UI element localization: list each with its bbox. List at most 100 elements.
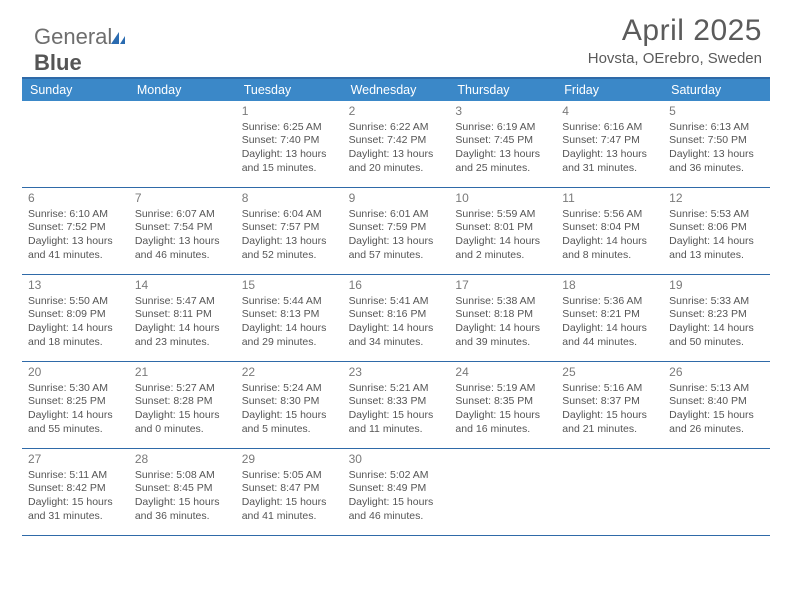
day-number: 22 [242,365,337,381]
calendar-week: 13Sunrise: 5:50 AMSunset: 8:09 PMDayligh… [22,275,770,362]
day-number: 4 [562,104,657,120]
daylight-line: Daylight: 13 hours and 15 minutes. [242,148,337,175]
sunset-line: Sunset: 7:50 PM [669,134,764,148]
daylight-line: Daylight: 15 hours and 0 minutes. [135,409,230,436]
daylight-line: Daylight: 15 hours and 41 minutes. [242,496,337,523]
daylight-line: Daylight: 14 hours and 44 minutes. [562,322,657,349]
calendar-day: 3Sunrise: 6:19 AMSunset: 7:45 PMDaylight… [449,101,556,187]
dayhead-sunday: Sunday [22,79,129,101]
calendar-empty [556,449,663,535]
sunrise-line: Sunrise: 5:59 AM [455,208,550,222]
day-number: 3 [455,104,550,120]
page-subtitle: Hovsta, OErebro, Sweden [22,50,762,67]
sunrise-line: Sunrise: 5:44 AM [242,295,337,309]
sunrise-line: Sunrise: 5:33 AM [669,295,764,309]
sunset-line: Sunset: 7:42 PM [349,134,444,148]
calendar-week: 1Sunrise: 6:25 AMSunset: 7:40 PMDaylight… [22,101,770,188]
day-number: 5 [669,104,764,120]
sunrise-line: Sunrise: 5:08 AM [135,469,230,483]
daylight-line: Daylight: 15 hours and 26 minutes. [669,409,764,436]
calendar-day: 21Sunrise: 5:27 AMSunset: 8:28 PMDayligh… [129,362,236,448]
day-number: 9 [349,191,444,207]
daylight-line: Daylight: 13 hours and 25 minutes. [455,148,550,175]
dayhead-thursday: Thursday [449,79,556,101]
sunset-line: Sunset: 7:54 PM [135,221,230,235]
sunset-line: Sunset: 8:49 PM [349,482,444,496]
day-number: 16 [349,278,444,294]
day-number: 20 [28,365,123,381]
sunrise-line: Sunrise: 5:30 AM [28,382,123,396]
daylight-line: Daylight: 14 hours and 50 minutes. [669,322,764,349]
calendar-day: 11Sunrise: 5:56 AMSunset: 8:04 PMDayligh… [556,188,663,274]
sunrise-line: Sunrise: 5:16 AM [562,382,657,396]
calendar-day: 4Sunrise: 6:16 AMSunset: 7:47 PMDaylight… [556,101,663,187]
day-number: 8 [242,191,337,207]
dayhead-tuesday: Tuesday [236,79,343,101]
day-number: 24 [455,365,550,381]
day-number: 29 [242,452,337,468]
daylight-line: Daylight: 13 hours and 41 minutes. [28,235,123,262]
header: April 2025 Hovsta, OErebro, Sweden [22,14,770,67]
calendar-body: 1Sunrise: 6:25 AMSunset: 7:40 PMDaylight… [22,101,770,536]
sunrise-line: Sunrise: 5:36 AM [562,295,657,309]
sunrise-line: Sunrise: 5:02 AM [349,469,444,483]
sunset-line: Sunset: 8:13 PM [242,308,337,322]
daylight-line: Daylight: 13 hours and 31 minutes. [562,148,657,175]
sunrise-line: Sunrise: 6:07 AM [135,208,230,222]
sunset-line: Sunset: 8:40 PM [669,395,764,409]
sunset-line: Sunset: 8:21 PM [562,308,657,322]
sunrise-line: Sunrise: 6:22 AM [349,121,444,135]
calendar-day: 25Sunrise: 5:16 AMSunset: 8:37 PMDayligh… [556,362,663,448]
sunset-line: Sunset: 8:35 PM [455,395,550,409]
calendar-empty [663,449,770,535]
day-number: 30 [349,452,444,468]
sunrise-line: Sunrise: 6:10 AM [28,208,123,222]
sunset-line: Sunset: 7:40 PM [242,134,337,148]
sunset-line: Sunset: 8:45 PM [135,482,230,496]
calendar-dayhead: Sunday Monday Tuesday Wednesday Thursday… [22,79,770,101]
calendar-day: 7Sunrise: 6:07 AMSunset: 7:54 PMDaylight… [129,188,236,274]
sunset-line: Sunset: 7:52 PM [28,221,123,235]
calendar-day: 17Sunrise: 5:38 AMSunset: 8:18 PMDayligh… [449,275,556,361]
sunrise-line: Sunrise: 6:01 AM [349,208,444,222]
sunset-line: Sunset: 8:28 PM [135,395,230,409]
dayhead-monday: Monday [129,79,236,101]
sunrise-line: Sunrise: 5:47 AM [135,295,230,309]
day-number: 1 [242,104,337,120]
calendar-day: 22Sunrise: 5:24 AMSunset: 8:30 PMDayligh… [236,362,343,448]
calendar-day: 23Sunrise: 5:21 AMSunset: 8:33 PMDayligh… [343,362,450,448]
sunset-line: Sunset: 8:42 PM [28,482,123,496]
day-number: 6 [28,191,123,207]
calendar-day: 10Sunrise: 5:59 AMSunset: 8:01 PMDayligh… [449,188,556,274]
daylight-line: Daylight: 13 hours and 52 minutes. [242,235,337,262]
calendar-day: 24Sunrise: 5:19 AMSunset: 8:35 PMDayligh… [449,362,556,448]
sunset-line: Sunset: 8:30 PM [242,395,337,409]
daylight-line: Daylight: 13 hours and 20 minutes. [349,148,444,175]
day-number: 18 [562,278,657,294]
sunset-line: Sunset: 8:18 PM [455,308,550,322]
day-number: 15 [242,278,337,294]
calendar-day: 19Sunrise: 5:33 AMSunset: 8:23 PMDayligh… [663,275,770,361]
calendar-day: 15Sunrise: 5:44 AMSunset: 8:13 PMDayligh… [236,275,343,361]
day-number: 2 [349,104,444,120]
sunrise-line: Sunrise: 5:53 AM [669,208,764,222]
calendar-empty [22,101,129,187]
calendar-day: 2Sunrise: 6:22 AMSunset: 7:42 PMDaylight… [343,101,450,187]
calendar-day: 1Sunrise: 6:25 AMSunset: 7:40 PMDaylight… [236,101,343,187]
daylight-line: Daylight: 15 hours and 31 minutes. [28,496,123,523]
sunrise-line: Sunrise: 5:56 AM [562,208,657,222]
sunset-line: Sunset: 8:04 PM [562,221,657,235]
daylight-line: Daylight: 15 hours and 11 minutes. [349,409,444,436]
calendar-day: 9Sunrise: 6:01 AMSunset: 7:59 PMDaylight… [343,188,450,274]
calendar-day: 26Sunrise: 5:13 AMSunset: 8:40 PMDayligh… [663,362,770,448]
sunrise-line: Sunrise: 6:16 AM [562,121,657,135]
logo-text-1: General [34,24,112,49]
calendar-day: 8Sunrise: 6:04 AMSunset: 7:57 PMDaylight… [236,188,343,274]
daylight-line: Daylight: 13 hours and 46 minutes. [135,235,230,262]
calendar-day: 16Sunrise: 5:41 AMSunset: 8:16 PMDayligh… [343,275,450,361]
day-number: 11 [562,191,657,207]
daylight-line: Daylight: 14 hours and 18 minutes. [28,322,123,349]
daylight-line: Daylight: 15 hours and 46 minutes. [349,496,444,523]
calendar-day: 12Sunrise: 5:53 AMSunset: 8:06 PMDayligh… [663,188,770,274]
sunset-line: Sunset: 7:47 PM [562,134,657,148]
